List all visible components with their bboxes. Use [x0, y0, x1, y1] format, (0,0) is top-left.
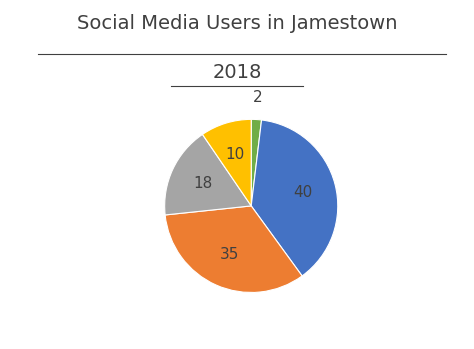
Wedge shape	[165, 206, 302, 292]
Wedge shape	[202, 119, 251, 206]
Text: 40: 40	[293, 185, 313, 200]
Text: 18: 18	[193, 176, 212, 191]
Text: 2: 2	[253, 90, 263, 105]
Wedge shape	[164, 134, 251, 215]
Text: 35: 35	[220, 247, 239, 262]
Text: Social Media Users in Jamestown: Social Media Users in Jamestown	[77, 14, 397, 33]
Text: 2018: 2018	[212, 63, 262, 82]
Legend: 13-25, 26-35, 36-45, 46-55, Over 55: 13-25, 26-35, 36-45, 46-55, Over 55	[93, 346, 409, 349]
Wedge shape	[251, 119, 262, 206]
Wedge shape	[251, 120, 338, 276]
Text: 10: 10	[226, 147, 245, 162]
